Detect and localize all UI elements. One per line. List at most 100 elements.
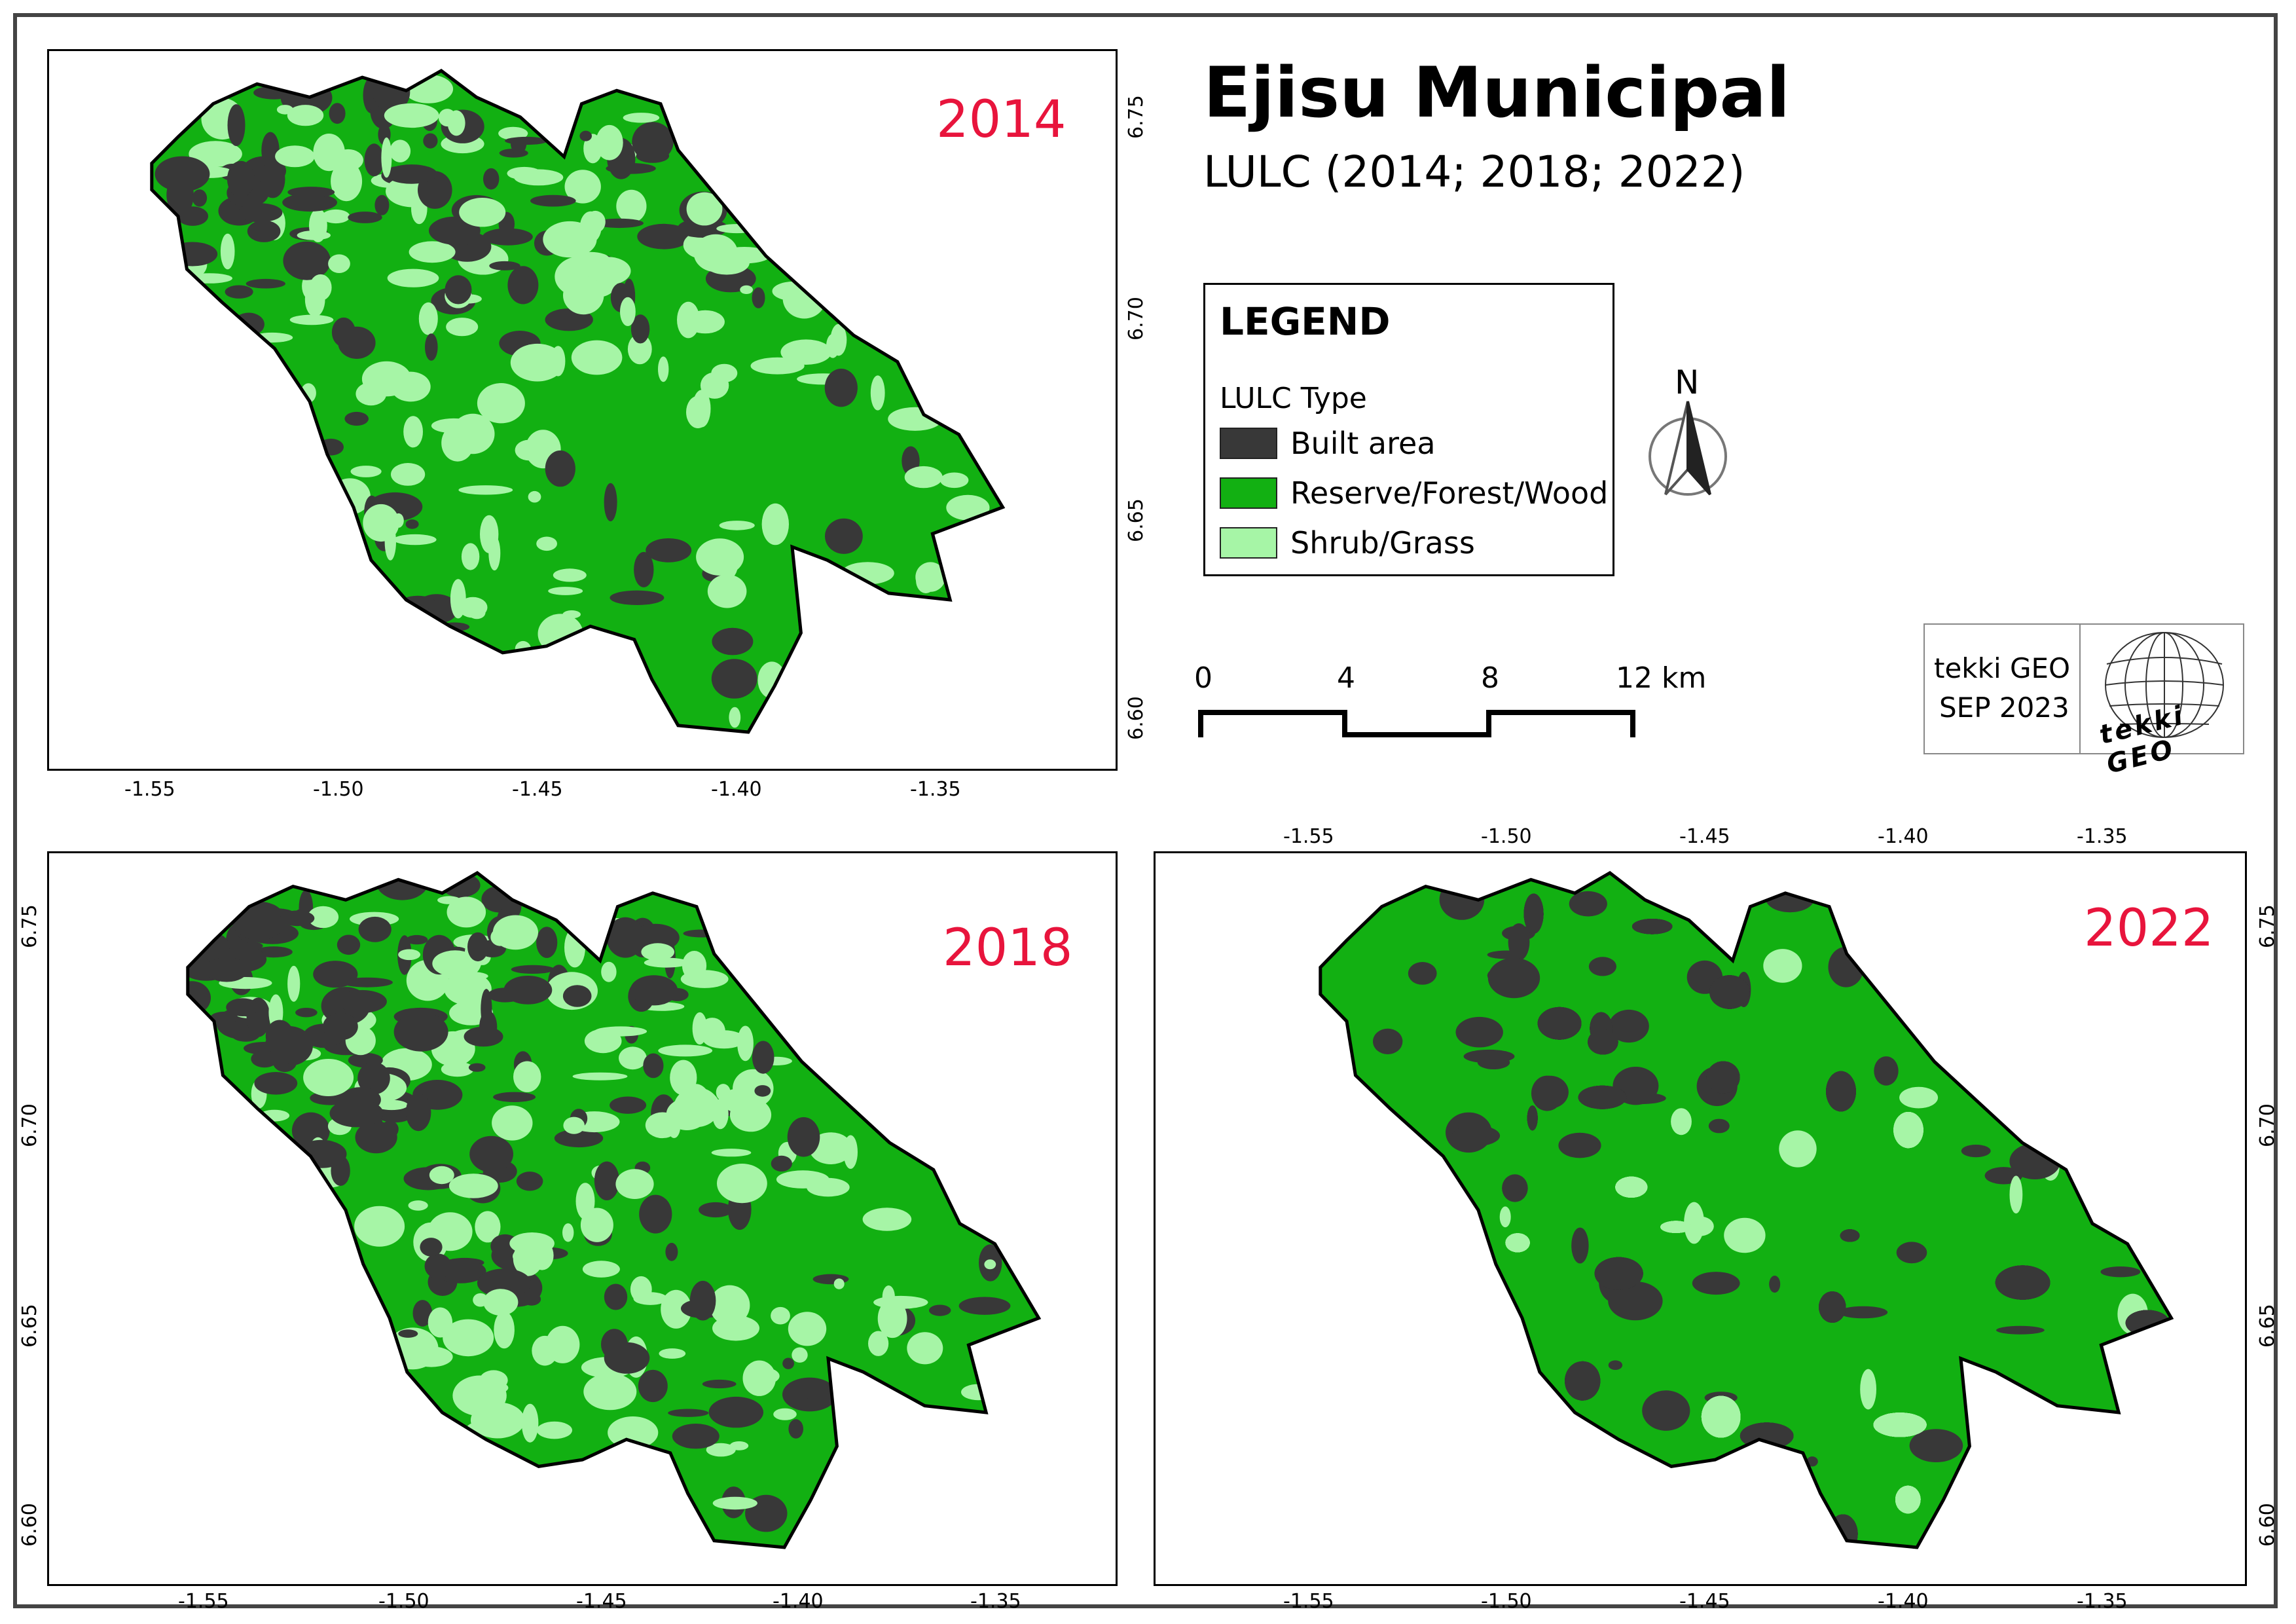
land-cover-patch (483, 168, 500, 190)
map-panel-2022[interactable]: 2022 (1154, 851, 2247, 1586)
legend-label-forest: Reserve/Forest/Wood (1290, 475, 1609, 511)
land-cover-patch (1819, 1291, 1846, 1323)
land-cover-patch (1571, 1227, 1589, 1264)
land-cover-patch (1588, 1029, 1618, 1055)
land-cover-patch (709, 1285, 750, 1325)
lat-tick-2022-4: 6.60 (2256, 1503, 2279, 1547)
land-cover-patch (806, 1379, 833, 1406)
land-cover-patch (2009, 1175, 2023, 1214)
land-cover-patch (393, 1012, 448, 1052)
land-cover-patch (237, 203, 283, 223)
land-cover-patch (702, 1379, 737, 1389)
land-cover-patch (446, 896, 486, 928)
lon-tick-2022-2: -1.50 (1481, 1590, 1532, 1613)
land-cover-patch (554, 1129, 604, 1148)
land-cover-patch (510, 343, 564, 382)
lon-top-tick-2022-1: -1.55 (1283, 825, 1334, 848)
land-cover-patch (563, 276, 604, 315)
land-cover-patch (788, 1419, 803, 1439)
land-cover-patch (633, 1292, 668, 1305)
land-cover-patch (260, 160, 285, 198)
map-panel-2018[interactable]: 2018 (47, 851, 1118, 1586)
land-cover-patch (246, 278, 285, 289)
credit-divider (2079, 625, 2081, 753)
land-cover-patch (467, 932, 488, 962)
land-cover-patch (516, 1172, 543, 1191)
land-cover-patch (643, 1053, 664, 1079)
lat-tick-2018-1: 6.75 (18, 904, 41, 948)
land-cover-patch (282, 193, 337, 212)
land-cover-patch (719, 521, 755, 530)
land-cover-patch (722, 1089, 748, 1112)
lon-tick-2018-3: -1.45 (576, 1590, 627, 1613)
land-cover-patch (788, 1312, 827, 1346)
land-cover-patch (1502, 925, 1535, 941)
land-cover-patch (940, 472, 969, 489)
land-cover-patch (287, 965, 301, 1002)
land-cover-patch (461, 543, 480, 570)
land-cover-patch (562, 985, 592, 1007)
land-cover-patch (729, 1441, 749, 1450)
lon-top-tick-2022-5: -1.35 (2077, 825, 2128, 848)
land-cover-patch (639, 1194, 672, 1234)
land-cover-patch (658, 1044, 713, 1057)
land-cover-patch (375, 1099, 409, 1111)
land-cover-patch (254, 1072, 298, 1095)
land-cover-patch (868, 1331, 889, 1356)
land-cover-patch (1408, 962, 1437, 985)
lat-tick-2014-1: 6.75 (1125, 95, 1148, 139)
scale-label-0: 0 (1194, 661, 1212, 695)
land-cover-patch (716, 224, 758, 234)
land-cover-patch (1860, 1369, 1876, 1410)
land-cover-patch (1826, 1071, 1856, 1112)
land-cover-patch (403, 416, 423, 448)
municipality-boundary (1319, 870, 2174, 1549)
lulc-map-2022 (1319, 870, 2174, 1549)
municipality-boundary (186, 870, 1042, 1549)
land-cover-patch (1499, 1206, 1511, 1228)
land-cover-patch (1909, 1429, 1963, 1462)
land-cover-patch (507, 266, 539, 304)
land-cover-patch (723, 1172, 746, 1195)
land-cover-patch (483, 1289, 519, 1316)
land-cover-patch (772, 281, 815, 301)
land-cover-patch (530, 194, 576, 207)
land-cover-patch (564, 170, 601, 204)
lat-tick-2014-4: 6.60 (1125, 696, 1148, 740)
land-cover-patch (355, 1121, 397, 1154)
land-cover-patch (374, 194, 390, 215)
land-cover-patch (387, 268, 439, 287)
land-cover-patch (344, 411, 369, 426)
land-cover-patch (929, 1304, 951, 1316)
globe-logo-icon (2105, 632, 2224, 738)
land-cover-patch (391, 463, 426, 486)
land-cover-patch (358, 916, 392, 942)
land-cover-patch (1632, 919, 1673, 934)
land-cover-patch (583, 257, 631, 286)
land-cover-patch (750, 357, 805, 375)
land-cover-patch (870, 375, 885, 411)
land-cover-patch (205, 957, 249, 982)
land-cover-patch (177, 206, 208, 226)
land-cover-patch (384, 103, 439, 128)
lon-tick-2018-2: -1.50 (378, 1590, 429, 1613)
municipality-boundary (150, 69, 1006, 734)
land-cover-patch (1451, 1125, 1501, 1147)
land-cover-patch (513, 1061, 541, 1092)
land-cover-patch (406, 934, 428, 945)
land-cover-patch (1899, 1086, 1939, 1109)
land-cover-patch (475, 1211, 501, 1243)
land-cover-patch (451, 413, 495, 454)
land-cover-patch (637, 223, 691, 249)
land-cover-patch (712, 1496, 757, 1510)
land-cover-patch (357, 1061, 390, 1095)
lulc-map-2014 (150, 69, 1006, 734)
land-cover-patch (341, 977, 393, 987)
map-panel-2014[interactable]: 2014 (47, 49, 1118, 771)
land-cover-patch (536, 1421, 573, 1439)
land-cover-patch (280, 910, 315, 927)
land-cover-patch (677, 218, 728, 238)
land-cover-patch (354, 1206, 405, 1247)
land-cover-patch (553, 568, 587, 582)
land-cover-patch (742, 1360, 776, 1396)
